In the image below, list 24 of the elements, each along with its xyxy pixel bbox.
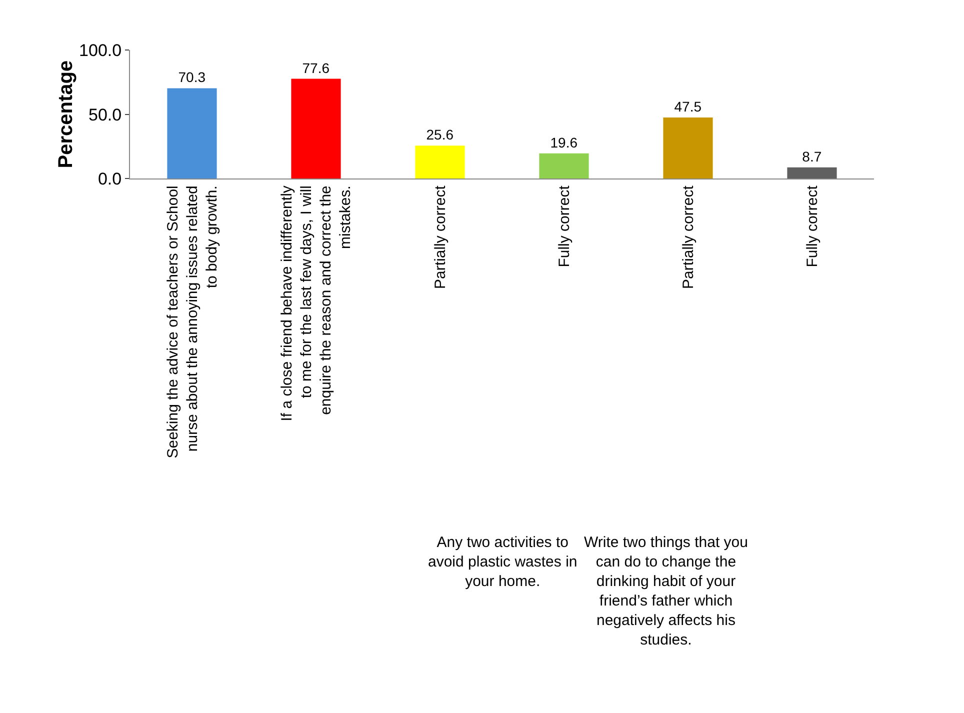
bar	[291, 78, 341, 179]
bar	[787, 167, 837, 179]
data-label: 47.5	[674, 98, 702, 115]
data-label: 25.6	[426, 126, 454, 143]
data-label: 8.7	[802, 148, 822, 164]
text: Write two things that you can do to change the drinking habit of your friend’s father which negatively affects his studies.	[584, 534, 748, 648]
x-tick-label: Fully correct	[556, 184, 573, 268]
bar	[663, 118, 713, 179]
bar	[415, 146, 465, 179]
x-tick-label: Partially correct	[432, 184, 449, 289]
data-label: 19.6	[550, 134, 578, 150]
bar	[539, 153, 589, 179]
y-tick-label: 50.0	[88, 105, 122, 124]
text: Any two activities to avoid plastic wastes in your home.	[428, 534, 578, 590]
y-tick-label: 0.0	[98, 170, 122, 189]
y-tick-label: 100.0	[79, 40, 122, 60]
x-tick-label: Partially correct	[680, 184, 697, 289]
bar	[167, 88, 217, 179]
data-label: 77.6	[302, 60, 330, 76]
y-axis-title: Percentage	[55, 60, 78, 168]
data-label: 70.3	[178, 69, 206, 86]
x-tick-label: Fully correct	[804, 184, 821, 268]
x-tick-label: If a close friend behave indifferently to me for the last few days, I will enquire the reason and correct the mistakes.	[278, 185, 354, 422]
x-tick-label: Seeking the advice of teachers or School nurse about the annoying issues related to body growth.	[164, 186, 220, 458]
